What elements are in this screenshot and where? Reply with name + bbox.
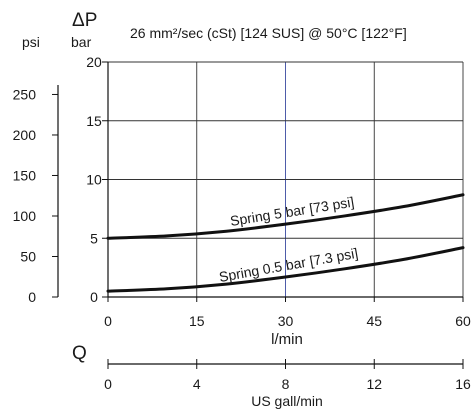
bar-tick-label: 20: [86, 54, 102, 70]
psi-tick-label: 200: [13, 127, 37, 143]
chart-title: 26 mm²/sec (cSt) [124 SUS] @ 50°C [122°F…: [130, 25, 407, 41]
psi-axis-label: psi: [22, 34, 40, 50]
psi-tick-label: 0: [28, 289, 36, 305]
x-axis-label: l/min: [271, 331, 303, 348]
series-label-spring-0-5: Spring 0.5 bar [7.3 psi]: [218, 245, 360, 285]
bar-axis-label: bar: [71, 34, 92, 50]
x-tick-label: 30: [278, 313, 294, 329]
x-tick-label: 15: [189, 313, 205, 329]
flow-q-symbol: Q: [72, 343, 87, 364]
x-tick-label: 60: [455, 313, 471, 329]
psi-tick-label: 100: [13, 208, 37, 224]
x2-axis-label: US gall/min: [251, 393, 323, 409]
bar-tick-label: 10: [86, 172, 102, 188]
bar-tick-label: 5: [90, 230, 98, 246]
psi-tick-label: 250: [13, 86, 37, 102]
bar-tick-label: 15: [86, 113, 102, 129]
curve-spring-5-bar: [106, 193, 465, 240]
x2-tick-label: 16: [455, 376, 471, 392]
grid: [108, 61, 464, 297]
delta-p-symbol: ΔP: [72, 10, 97, 31]
curves: [106, 193, 465, 293]
curve-spring-0-5-bar: [106, 246, 465, 293]
x-tick-label: 0: [104, 313, 112, 329]
x2-tick-label: 0: [104, 376, 112, 392]
x2-tick-label: 12: [366, 376, 382, 392]
axes: [52, 61, 464, 369]
psi-tick-label: 50: [20, 248, 36, 264]
x2-tick-label: 8: [282, 376, 290, 392]
psi-tick-label: 150: [13, 167, 37, 183]
x-tick-label: 45: [366, 313, 382, 329]
bar-tick-label: 0: [90, 289, 98, 305]
x2-tick-label: 4: [193, 376, 201, 392]
